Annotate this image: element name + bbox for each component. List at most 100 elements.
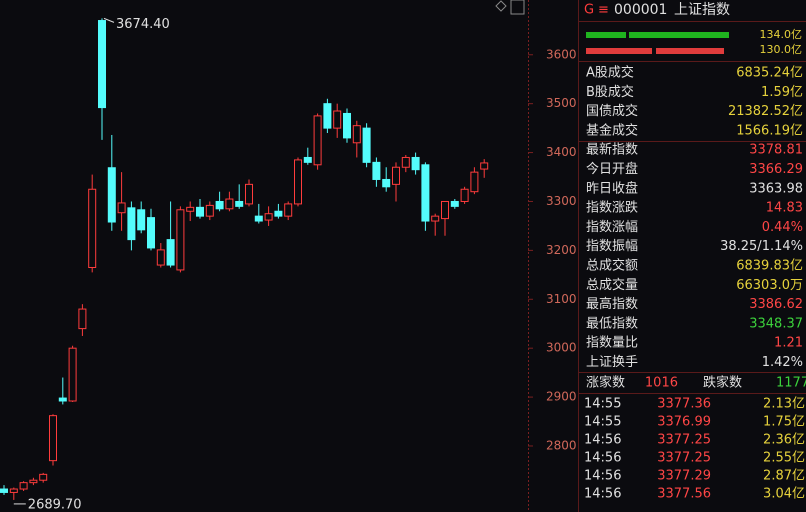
candle-body xyxy=(245,183,253,205)
candle-body xyxy=(382,178,391,188)
candle-body xyxy=(29,479,38,484)
candle-body xyxy=(372,161,381,180)
tick-price: 3377.36 xyxy=(657,397,711,412)
candle-body xyxy=(58,397,67,402)
tick-time: 14:56 xyxy=(584,451,621,466)
candle-body xyxy=(166,239,175,266)
row-value: 3363.98 xyxy=(749,181,803,196)
row-value: 66303.0万 xyxy=(736,278,803,293)
candle-body xyxy=(313,115,322,166)
candle-body xyxy=(343,112,351,139)
candle-body xyxy=(333,110,342,129)
panel-menu[interactable]: ≡ xyxy=(598,3,609,18)
row-label: 指数涨幅 xyxy=(586,220,638,235)
row-value: 3378.81 xyxy=(749,143,803,158)
candle-body xyxy=(156,249,165,266)
row-label: 国债成交 xyxy=(586,103,638,119)
high-annotation: 3674.40 xyxy=(116,17,170,32)
tick-amount: 2.55亿 xyxy=(763,451,805,466)
candle-body xyxy=(78,308,87,330)
candle-body xyxy=(117,202,126,214)
tick-price: 3377.25 xyxy=(657,433,711,448)
buy-label: 134.0亿 xyxy=(760,28,803,41)
candle-body xyxy=(392,166,400,185)
tick-time: 14:56 xyxy=(584,469,621,484)
row-label: 上证换手 xyxy=(586,355,638,370)
candle-body xyxy=(401,156,410,168)
up-count: 1016 xyxy=(645,376,678,391)
candle-body xyxy=(264,213,273,221)
candle-body xyxy=(107,167,116,223)
candle-body xyxy=(147,217,155,249)
tick-time: 14:55 xyxy=(584,415,621,430)
candle-body xyxy=(284,203,293,217)
row-label: 指数量比 xyxy=(586,336,638,351)
candle-body xyxy=(480,162,489,170)
row-label: 最低指数 xyxy=(586,316,638,331)
row-value: 3348.37 xyxy=(749,316,803,331)
row-label: 基金成交 xyxy=(586,122,638,138)
candle-body xyxy=(196,206,204,217)
tick-price: 3377.25 xyxy=(657,451,711,466)
down-count: 1177 xyxy=(776,376,806,391)
y-tick-label: 3100 xyxy=(546,292,577,306)
panel-icon: G xyxy=(584,3,594,18)
panel-name: 上证指数 xyxy=(674,2,730,18)
candle-body xyxy=(225,198,234,210)
row-label: 指数振幅 xyxy=(586,239,638,254)
scroll-icon[interactable] xyxy=(510,0,525,15)
sell-bar xyxy=(656,48,724,54)
tick-price: 3377.56 xyxy=(657,487,711,502)
tick-amount: 3.04亿 xyxy=(763,487,805,502)
row-value: 21382.52亿 xyxy=(728,104,803,119)
candle-body xyxy=(49,415,57,462)
y-tick-label: 3200 xyxy=(546,243,577,257)
candle-body xyxy=(431,215,440,222)
buy-bar xyxy=(629,32,729,38)
tick-time: 14:56 xyxy=(584,433,621,448)
candle-body xyxy=(0,488,8,493)
y-tick-label: 3600 xyxy=(546,47,577,61)
tick-amount: 1.75亿 xyxy=(763,415,805,430)
candle-body xyxy=(39,473,48,481)
candle-body xyxy=(352,125,361,144)
row-label: B股成交 xyxy=(586,84,634,100)
candle-body xyxy=(127,207,136,241)
row-label: 总成交量 xyxy=(586,277,638,293)
y-tick-label: 3300 xyxy=(546,194,577,208)
row-label: 昨日收盘 xyxy=(586,180,638,196)
row-value: 1.21 xyxy=(774,336,803,351)
candle-body xyxy=(460,188,469,202)
y-tick-label: 3000 xyxy=(546,341,577,355)
low-annotation: 2689.70 xyxy=(28,497,82,512)
row-label: 最高指数 xyxy=(586,296,638,312)
candle-body xyxy=(294,159,302,205)
tick-amount: 2.36亿 xyxy=(763,433,805,448)
candle-body xyxy=(254,215,263,222)
high-arrow xyxy=(103,17,115,23)
row-label: 今日开盘 xyxy=(586,161,638,177)
diamond-icon[interactable] xyxy=(495,0,507,12)
candle-body xyxy=(470,171,479,193)
tick-time: 14:56 xyxy=(584,487,621,502)
sell-label: 130.0亿 xyxy=(760,43,803,56)
candle-body xyxy=(88,188,97,268)
up-label: 涨家数 xyxy=(586,375,625,391)
row-value: 14.83 xyxy=(766,201,803,216)
y-tick-label: 3500 xyxy=(546,96,577,110)
row-label: 指数涨跌 xyxy=(586,200,638,216)
row-label: 最新指数 xyxy=(586,142,638,158)
candle-body xyxy=(98,20,106,109)
row-value: 38.25/1.14% xyxy=(720,239,803,254)
row-value: 3366.29 xyxy=(749,162,803,177)
candle-body xyxy=(205,204,214,217)
panel-code: 000001 xyxy=(614,2,667,18)
sell-bar xyxy=(586,48,652,54)
tick-time: 14:55 xyxy=(584,397,621,412)
candle-body xyxy=(362,127,371,163)
row-value: 0.44% xyxy=(762,220,803,235)
candle-body xyxy=(450,200,459,207)
